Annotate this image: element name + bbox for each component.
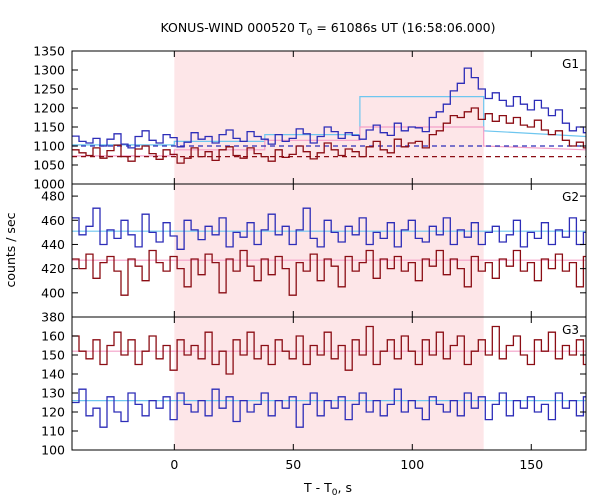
y-tick-label: 480 xyxy=(41,189,65,204)
y-tick-label: 1250 xyxy=(33,82,65,97)
y-tick-label: 1300 xyxy=(33,63,65,78)
y-tick-label: 1100 xyxy=(33,139,65,154)
y-tick-label: 1150 xyxy=(33,120,65,135)
chart-title-subscript: 0 xyxy=(307,28,313,38)
highlight-interval xyxy=(174,184,484,317)
y-tick-label: 1350 xyxy=(33,44,65,59)
panel-g2: 380 400 420 440 460 480 G2 xyxy=(41,183,587,325)
panel-g1: 1000 1050 1100 1150 1200 1250 1300 1350 G1 xyxy=(33,44,587,192)
x-tick-label: 50 xyxy=(285,457,301,472)
series-blue-g2 xyxy=(72,207,586,250)
x-axis-label-subscript: 0 xyxy=(332,488,338,498)
series-blue-g1 xyxy=(72,67,586,149)
x-axis-label-rest: , s xyxy=(338,480,352,495)
x-tick-label: 0 xyxy=(170,457,178,472)
y-tick-label: 1050 xyxy=(33,158,65,173)
chart-title-rest: = 61086s UT (16:58:06.000) xyxy=(312,20,495,35)
y-tick-label: 160 xyxy=(41,329,65,344)
x-axis-label: T - T0, s xyxy=(303,480,352,498)
panel-label: G2 xyxy=(562,190,579,204)
y-tick-label: 400 xyxy=(41,285,65,300)
panel-label: G3 xyxy=(562,323,579,337)
y-tick-label: 120 xyxy=(41,405,65,420)
panel-g3: 100 110 120 130 140 150 160 G3 xyxy=(41,316,587,458)
y-tick-label: 460 xyxy=(41,213,65,228)
y-tick-label: 1000 xyxy=(33,177,65,192)
series-red-g1 xyxy=(72,107,586,164)
y-tick-label: 140 xyxy=(41,367,65,382)
panel-plot-area xyxy=(72,67,586,164)
y-tick-label: 1200 xyxy=(33,101,65,116)
panel-plot-area xyxy=(72,325,586,428)
y-tick-label: 150 xyxy=(41,348,65,363)
highlight-interval xyxy=(174,317,484,450)
series-red-g2 xyxy=(72,249,586,296)
panels-group: 1000 1050 1100 1150 1200 1250 1300 1350 G1 380 400… xyxy=(33,44,587,458)
x-tick-label: 100 xyxy=(400,457,424,472)
y-tick-label: 440 xyxy=(41,237,65,252)
series-red-g3 xyxy=(72,325,586,375)
panel-plot-area xyxy=(72,207,586,296)
x-axis: 0 50 100 150 xyxy=(170,457,543,472)
y-tick-label: 110 xyxy=(41,424,65,439)
x-tick-label: 150 xyxy=(519,457,543,472)
series-blue-g3 xyxy=(72,388,586,428)
y-tick-label: 100 xyxy=(41,443,65,458)
y-tick-label: 380 xyxy=(41,310,65,325)
panel-label: G1 xyxy=(562,57,579,71)
panel-frame xyxy=(71,316,587,451)
y-tick-label: 420 xyxy=(41,261,65,276)
y-tick-label: 130 xyxy=(41,386,65,401)
chart-title: KONUS-WIND 000520 T0 = 61086s UT (16:58:… xyxy=(160,20,495,38)
highlight-interval xyxy=(174,51,484,184)
overlay-line-1 xyxy=(72,126,586,157)
y-axis-label: counts / sec xyxy=(3,212,18,287)
